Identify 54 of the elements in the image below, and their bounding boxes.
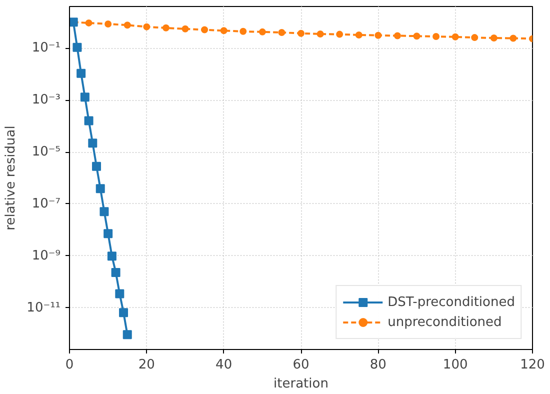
point	[374, 32, 382, 39]
point	[258, 28, 266, 36]
x-tick-label: 0	[65, 358, 74, 372]
y-tick-label: 10⁻¹	[32, 40, 61, 56]
point	[72, 42, 82, 52]
x-tick-label: 20	[138, 358, 155, 372]
y-tick-label: 10⁻⁹	[32, 248, 61, 264]
x-tick-label: 60	[292, 358, 310, 372]
point	[143, 23, 150, 30]
legend-label: DST-preconditioned	[388, 294, 515, 310]
point	[298, 30, 304, 37]
point	[104, 229, 113, 238]
legend-label: unpreconditioned	[388, 314, 502, 330]
point	[100, 207, 109, 216]
point	[201, 26, 208, 34]
point	[88, 138, 98, 148]
point	[107, 252, 116, 261]
point	[104, 20, 112, 28]
y-tick-label: 10⁻³	[32, 92, 61, 108]
point	[85, 19, 92, 26]
point	[80, 92, 90, 102]
point	[84, 116, 94, 126]
point	[122, 330, 132, 340]
point	[111, 268, 120, 278]
point	[76, 68, 86, 78]
point	[316, 30, 324, 38]
y-tick-label: 10⁻¹¹	[26, 300, 60, 316]
point	[115, 289, 124, 298]
point	[394, 32, 401, 40]
point	[452, 33, 459, 40]
x-tick-label: 80	[370, 358, 386, 372]
y-axis-title: relative residual	[4, 126, 19, 230]
y-tick-label: 10⁻⁵	[32, 144, 61, 160]
x-tick-label: 100	[442, 358, 468, 372]
point	[182, 25, 189, 32]
x-tick-label: 40	[216, 358, 232, 372]
point	[278, 28, 286, 36]
point	[162, 24, 170, 32]
point	[124, 22, 131, 29]
x-axis-title: iteration	[274, 376, 328, 392]
point	[220, 27, 228, 34]
y-tick-label: 10⁻⁷	[32, 196, 61, 212]
point	[336, 30, 344, 38]
point	[92, 162, 102, 171]
point	[240, 28, 247, 35]
point	[510, 34, 517, 42]
point	[96, 184, 105, 194]
point	[432, 33, 440, 40]
point	[119, 308, 128, 318]
x-tick-label: 120	[520, 358, 545, 372]
point	[413, 32, 420, 40]
point	[355, 32, 362, 38]
point	[490, 34, 498, 42]
point	[471, 34, 478, 42]
